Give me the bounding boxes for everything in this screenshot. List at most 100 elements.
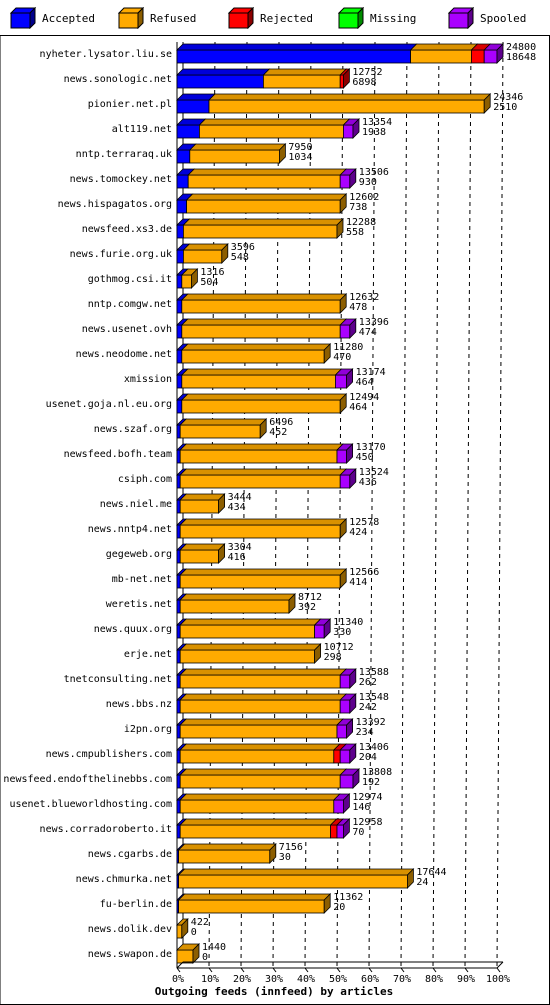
bar-segment-rejected: [339, 74, 344, 89]
total-label: 13808: [362, 767, 392, 778]
bar-segment-accepted: [176, 424, 181, 439]
accepted-label: 20: [333, 902, 345, 913]
bar-side-refused: [406, 868, 414, 889]
accepted-label: 464: [356, 377, 374, 388]
bar-top-refused: [208, 93, 492, 101]
legend-swatch-accepted: [10, 7, 36, 29]
total-label: 11340: [333, 617, 363, 628]
legend-label-refused: Refused: [150, 12, 197, 25]
accepted-label: 192: [362, 777, 380, 788]
bar-segment-refused: [179, 824, 331, 839]
category-label: pionier.net.pl: [88, 99, 172, 110]
bar-segment-spooled: [339, 324, 351, 339]
category-label: news.neodome.net: [76, 349, 172, 360]
bar-top-refused: [179, 443, 344, 451]
bar-top-refused: [180, 343, 332, 351]
bar-top-refused: [198, 118, 351, 126]
gridline-100: [496, 41, 504, 969]
accepted-label: 0: [202, 952, 208, 963]
bar-side-refused: [339, 393, 347, 414]
bar-top-refused: [179, 518, 348, 526]
x-axis-title: Outgoing feeds (innfeed) by articles: [155, 985, 393, 998]
bar-segment-spooled: [339, 699, 351, 714]
bar-side-refused: [339, 193, 347, 214]
bar-segment-spooled: [334, 374, 347, 389]
category-label: newsfeed.endofthelinebbs.com: [3, 774, 172, 785]
category-label: usenet.goja.nl.eu.org: [46, 399, 172, 410]
bar-segment-refused: [182, 249, 223, 264]
bar-segment-refused: [181, 399, 341, 414]
category-label: fu-berlin.de: [100, 899, 172, 910]
category-label: tnetconsulting.net: [64, 674, 172, 685]
bar-top-refused: [179, 543, 226, 551]
bar-segment-refused: [181, 374, 336, 389]
bar-segment-refused: [186, 199, 341, 214]
accepted-label: 738: [349, 202, 367, 213]
bar-segment-refused: [179, 674, 341, 689]
accepted-label: 204: [359, 752, 377, 763]
total-label: 11280: [333, 342, 363, 353]
category-label: nntp.terraraq.uk: [76, 149, 172, 160]
bar-segment-accepted: [176, 99, 210, 114]
total-label: 12578: [349, 517, 379, 528]
total-label: 24800: [506, 42, 536, 53]
bar-segment-accepted: [176, 124, 200, 139]
accepted-label: 414: [349, 577, 367, 588]
bar-side-spooled: [349, 468, 357, 489]
bar-segment-rejected: [330, 824, 338, 839]
total-label: 13392: [356, 717, 386, 728]
tick-label-60: 60%: [361, 974, 379, 985]
bar-side-refused: [259, 418, 267, 439]
bar-segment-accepted: [176, 774, 181, 789]
bar-segment-refused: [262, 74, 341, 89]
bar-side-spooled: [346, 718, 354, 739]
bar-segment-refused: [181, 349, 325, 364]
bar-segment-accepted: [176, 449, 181, 464]
bar-segment-refused: [176, 924, 183, 939]
bar-segment-rejected: [470, 49, 485, 64]
total-label: 12494: [349, 392, 379, 403]
accepted-label: 146: [352, 802, 370, 813]
bar-top-accepted: [176, 93, 216, 101]
bar-segment-spooled: [342, 124, 354, 139]
bar-segment-refused: [410, 49, 472, 64]
bar-segment-refused: [179, 799, 335, 814]
bar-segment-refused: [179, 724, 338, 739]
category-label: news.niel.me: [100, 499, 172, 510]
bar-top-refused: [179, 593, 296, 601]
bar-segment-refused: [179, 599, 290, 614]
legend-swatch-missing: [338, 7, 364, 29]
total-label: 12288: [346, 217, 376, 228]
bar-top-refused: [182, 218, 344, 226]
accepted-label: 416: [228, 552, 246, 563]
category-label: nyheter.lysator.liu.se: [40, 49, 172, 60]
accepted-label: 330: [333, 627, 351, 638]
accepted-label: 6898: [352, 77, 376, 88]
bar-side-refused: [336, 218, 344, 239]
bar-segment-spooled: [339, 674, 351, 689]
total-label: 13406: [359, 742, 389, 753]
accepted-label: 930: [359, 177, 377, 188]
total-label: 24346: [493, 92, 523, 103]
bar-top-refused: [187, 168, 348, 176]
bar-side-refused: [221, 243, 229, 264]
bar-segment-accepted: [176, 699, 181, 714]
legend-label-accepted: Accepted: [42, 12, 95, 25]
bar-segment-spooled: [339, 749, 351, 764]
total-label: 1316: [200, 267, 224, 278]
category-label: news.szaf.org: [94, 424, 172, 435]
bar-segment-accepted: [176, 749, 181, 764]
accepted-label: 436: [359, 477, 377, 488]
total-label: 8712: [298, 592, 322, 603]
